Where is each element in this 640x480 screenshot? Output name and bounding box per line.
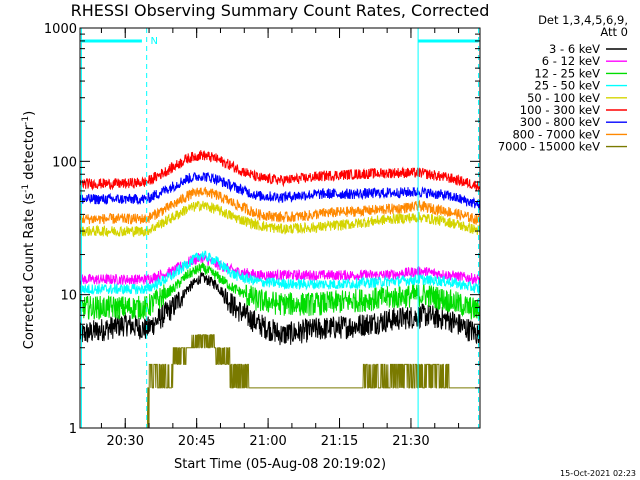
plot-area: N 1 10 100 1000 20:30 20:45 21:00 21:15 21:30 (44, 22, 481, 449)
y-axis-label: Corrected Count Rate (s-1 detector-1) (21, 111, 37, 349)
legend-label-7: 800 - 7000 keV (512, 127, 600, 141)
x-axis-label: Start Time (05-Aug-08 20:19:02) (174, 457, 386, 472)
legend-label-3: 25 - 50 keV (534, 79, 600, 93)
legend-label-6: 300 - 800 keV (520, 115, 600, 129)
legend-header-line-1: Det 1,3,4,5,6,9, (538, 13, 628, 27)
series-line-3 (79, 250, 481, 295)
plot-frame (79, 27, 481, 429)
render-timestamp: 15-Oct-2021 02:23 (560, 469, 636, 478)
series-line-2 (79, 262, 481, 322)
y-tick-label: 1 (69, 422, 77, 437)
legend-label-5: 100 - 300 keV (520, 103, 600, 117)
legend-label-1: 6 - 12 keV (542, 54, 600, 68)
legend-header-line-2: Att 0 (600, 25, 628, 39)
x-tick-label: 21:15 (321, 434, 358, 449)
attenuator-label: N (150, 36, 157, 47)
x-tick-label: 20:45 (178, 434, 215, 449)
legend-label-2: 12 - 25 keV (534, 66, 600, 80)
x-tick-label: 21:30 (392, 434, 429, 449)
legend-label-0: 3 - 6 keV (549, 42, 600, 56)
x-tick-label: 20:30 (107, 434, 144, 449)
legend-label-4: 50 - 100 keV (527, 91, 600, 105)
x-tick-label: 21:00 (249, 434, 286, 449)
series-line-8 (80, 334, 480, 429)
chart-title: RHESSI Observing Summary Count Rates, Co… (71, 1, 490, 20)
y-tick-label: 10 (60, 289, 77, 304)
y-tick-label: 100 (52, 155, 77, 170)
svg-text:Corrected Count Rate (s-1 dete: Corrected Count Rate (s-1 detector-1) (21, 111, 37, 349)
series-line-5 (79, 150, 481, 191)
y-tick-label: 1000 (44, 22, 77, 37)
legend-label-8: 7000 - 15000 keV (498, 140, 600, 154)
